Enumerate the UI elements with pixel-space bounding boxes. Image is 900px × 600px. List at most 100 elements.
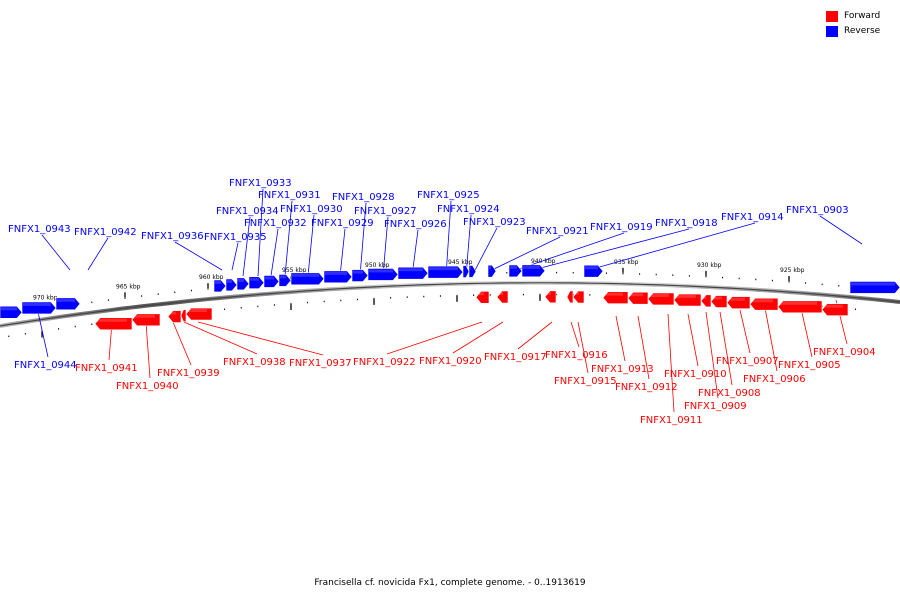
gene-label-fnfx1-0942: FNFX1_0942 bbox=[74, 227, 137, 238]
legend-item-reverse: Reverse bbox=[826, 24, 892, 38]
gene-fnfx1-0911 bbox=[647, 292, 675, 306]
gene-fnfx1-0913 bbox=[602, 291, 629, 304]
backbone-core bbox=[0, 282, 900, 327]
legend: Forward Reverse bbox=[826, 9, 892, 39]
gene-label-fnfx1-0914: FNFX1_0914 bbox=[721, 212, 784, 223]
gene-fnfx1-0933 bbox=[248, 276, 265, 290]
gene-label-fnfx1-0926: FNFX1_0926 bbox=[384, 219, 447, 230]
gene-label-fnfx1-0938: FNFX1_0938 bbox=[223, 357, 286, 368]
leader-fnfx1-0909 bbox=[705, 311, 719, 399]
gene-fnfx1-0929 bbox=[323, 270, 353, 284]
leader-fnfx1-0920 bbox=[452, 321, 504, 354]
gene-label-fnfx1-0920: FNFX1_0920 bbox=[419, 356, 482, 367]
gene-shade bbox=[779, 301, 817, 305]
gene-fnfx1-0932 bbox=[263, 275, 280, 288]
gene-shade bbox=[604, 292, 623, 296]
leader-fnfx1-0918 bbox=[532, 228, 690, 271]
gene-label-fnfx1-0939: FNFX1_0939 bbox=[157, 368, 220, 379]
gene-label-fnfx1-0940: FNFX1_0940 bbox=[116, 381, 179, 392]
gene-fnfx1-0905 bbox=[777, 300, 823, 314]
gene-label-fnfx1-0935: FNFX1_0935 bbox=[204, 232, 267, 243]
gene-label-fnfx1-0918: FNFX1_0918 bbox=[655, 218, 718, 229]
gene-label-fnfx1-0924: FNFX1_0924 bbox=[437, 204, 500, 215]
gene-shade bbox=[1, 307, 17, 311]
gene-shade bbox=[523, 265, 540, 269]
tick-label: 935 kbp bbox=[614, 259, 639, 266]
gene-label-fnfx1-0911: FNFX1_0911 bbox=[640, 415, 703, 426]
gene-shade bbox=[265, 276, 274, 280]
leader-fnfx1-0931 bbox=[284, 200, 293, 277]
gene-fnfx1-0942 bbox=[55, 297, 81, 311]
gene-fnfx1-0944 bbox=[0, 305, 23, 319]
tick-label: 960 kbp bbox=[199, 274, 224, 281]
gene-label-fnfx1-0941: FNFX1_0941 bbox=[75, 363, 138, 374]
gene-label-fnfx1-0932: FNFX1_0932 bbox=[244, 218, 307, 229]
gene-fnfx1-0936 bbox=[213, 279, 227, 293]
gene-shade bbox=[169, 311, 176, 315]
tick-label: 950 kbp bbox=[365, 262, 390, 269]
gene-fnfx1-0908 bbox=[710, 295, 728, 308]
gene-fnfx1-0925 bbox=[427, 265, 464, 279]
leader-fnfx1-0908 bbox=[719, 311, 733, 386]
leader-fnfx1-0929 bbox=[339, 228, 346, 277]
gene-label-fnfx1-0903: FNFX1_0903 bbox=[786, 205, 849, 216]
gene-shade bbox=[215, 280, 221, 284]
gene-shade bbox=[510, 265, 517, 269]
gene-label-fnfx1-0934: FNFX1_0934 bbox=[216, 206, 279, 217]
gene-fnfx1-0938 bbox=[180, 309, 187, 322]
gene-label-fnfx1-0936: FNFX1_0936 bbox=[141, 231, 204, 242]
gene-fnfx1-0917 bbox=[544, 290, 557, 304]
gene-fnfx1-0921 bbox=[487, 264, 497, 278]
leader-fnfx1-0937 bbox=[197, 321, 324, 356]
leader-fnfx1-0923 bbox=[471, 227, 498, 277]
leader-fnfx1-0938 bbox=[183, 321, 258, 355]
gene-shade bbox=[250, 277, 259, 281]
gene-shade bbox=[477, 292, 484, 296]
gene-label-fnfx1-0909: FNFX1_0909 bbox=[684, 401, 747, 412]
leader-fnfx1-0934 bbox=[242, 216, 251, 277]
gene-label-fnfx1-0933: FNFX1_0933 bbox=[229, 178, 292, 189]
gene-label-fnfx1-0910: FNFX1_0910 bbox=[664, 369, 727, 380]
gene-label-fnfx1-0908: FNFX1_0908 bbox=[698, 388, 761, 399]
gene-fnfx1-0906 bbox=[749, 297, 779, 311]
gene-fnfx1-0923 bbox=[468, 265, 477, 278]
gene-shade bbox=[574, 292, 579, 296]
leader-fnfx1-0916 bbox=[570, 321, 580, 348]
gene-shade bbox=[728, 297, 745, 301]
gene-label-fnfx1-0923: FNFX1_0923 bbox=[463, 217, 526, 228]
gene-fnfx1-0912 bbox=[627, 291, 649, 305]
gene-label-fnfx1-0906: FNFX1_0906 bbox=[743, 374, 806, 385]
gene-fnfx1-0927 bbox=[367, 268, 399, 281]
gene-fnfx1-0928 bbox=[351, 269, 369, 282]
genome-backbone bbox=[0, 280, 900, 328]
leader-fnfx1-0914 bbox=[595, 222, 756, 269]
gene-shade bbox=[649, 293, 669, 297]
gene-fnfx1-0910 bbox=[673, 293, 702, 307]
tick-label: 945 kbp bbox=[448, 259, 473, 266]
leader-fnfx1-0942 bbox=[87, 237, 109, 271]
gene-fnfx1-0941 bbox=[94, 317, 133, 331]
forward-swatch bbox=[826, 10, 838, 22]
leader-fnfx1-0922 bbox=[386, 321, 483, 355]
gene-fnfx1-0939 bbox=[167, 310, 182, 323]
gene-labels: FNFX1_0944 FNFX1_0943 FNFX1_0942 FNFX1_0941… bbox=[8, 178, 876, 426]
leader-fnfx1-0925 bbox=[445, 200, 452, 277]
genome-caption: Francisella cf. novicida Fx1, complete g… bbox=[314, 578, 586, 588]
gene-fnfx1-0903 bbox=[849, 281, 900, 294]
gene-shade bbox=[702, 295, 706, 299]
gene-fnfx1-0926 bbox=[397, 266, 429, 280]
reverse-swatch bbox=[826, 25, 838, 37]
gene-fnfx1-0904 bbox=[821, 303, 849, 316]
gene-label-fnfx1-0927: FNFX1_0927 bbox=[354, 206, 417, 217]
leader-fnfx1-0932 bbox=[270, 228, 279, 277]
gene-shade bbox=[498, 292, 503, 296]
gene-shade bbox=[675, 295, 696, 299]
gene-label-fnfx1-0904: FNFX1_0904 bbox=[813, 347, 876, 358]
gene-label-fnfx1-0912: FNFX1_0912 bbox=[615, 382, 678, 393]
gene-shade bbox=[585, 266, 598, 270]
gene-label-fnfx1-0913: FNFX1_0913 bbox=[591, 364, 654, 375]
gene-shade bbox=[57, 298, 75, 302]
gene-shade bbox=[133, 314, 155, 318]
gene-fnfx1-0916 bbox=[566, 290, 574, 304]
gene-fnfx1-0935 bbox=[225, 278, 238, 292]
